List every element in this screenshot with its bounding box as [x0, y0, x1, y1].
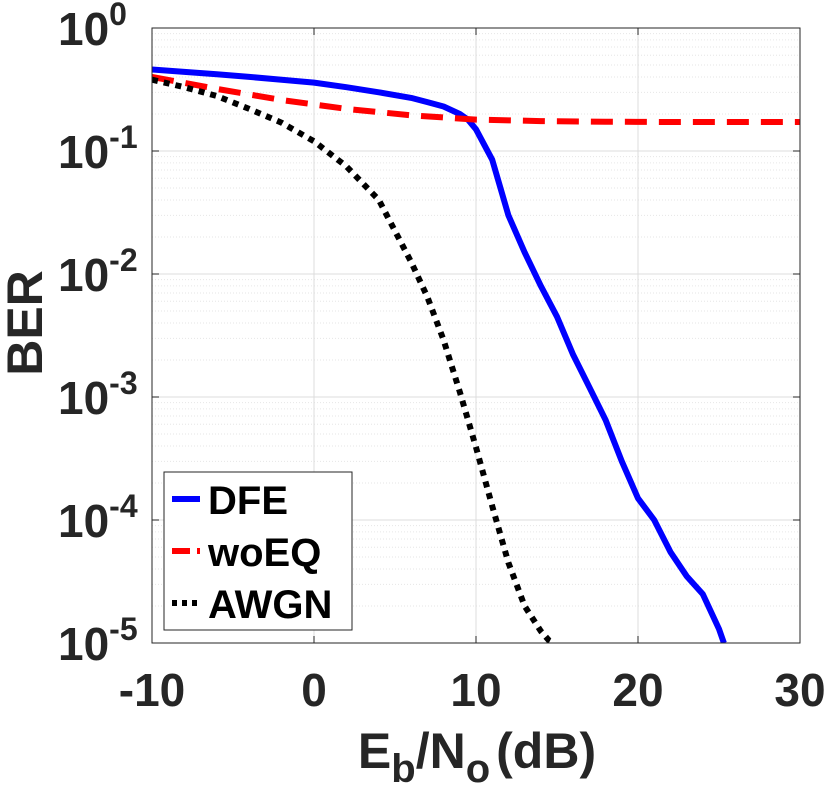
x-axis-label: Eb/No (dB) — [358, 723, 596, 791]
y-tick-label: 10-1 — [58, 119, 138, 178]
y-tick-label-exponent: -1 — [109, 119, 137, 155]
x-tick-label: 20 — [612, 664, 663, 716]
y-tick-label-exponent: 0 — [109, 0, 127, 32]
x-axis-label-sub-o: o — [466, 747, 490, 791]
y-tick-label-exponent: -3 — [109, 365, 137, 401]
y-tick-label-base: 10 — [58, 126, 109, 178]
y-tick-label: 10-5 — [58, 611, 138, 670]
x-tick-label: -10 — [119, 664, 185, 716]
y-tick-label-exponent: -2 — [109, 242, 137, 278]
y-tick-label: 100 — [58, 0, 127, 55]
legend-label-awgn: AWGN — [208, 583, 332, 627]
series-line-dfe — [152, 66, 727, 643]
x-axis-label-unit: (dB) — [496, 723, 596, 779]
axis-ticks — [151, 27, 801, 644]
x-tick-label: 30 — [774, 664, 825, 716]
y-tick-label-base: 10 — [58, 249, 109, 301]
series-line-awgn — [152, 76, 556, 643]
x-tick-labels: -10 0 10 20 30 — [119, 664, 826, 716]
y-tick-label: 10-4 — [58, 488, 138, 547]
x-axis-label-sub-b: b — [391, 747, 415, 791]
y-tick-label-exponent: -5 — [109, 611, 137, 647]
legend-label-woeq: woEQ — [207, 531, 321, 575]
x-axis-label-main: E — [358, 723, 391, 779]
x-axis-label-slash: /N — [416, 723, 466, 779]
x-tick-label: 10 — [450, 664, 501, 716]
legend-label-dfe: DFE — [208, 479, 288, 523]
y-tick-label-base: 10 — [58, 495, 109, 547]
x-tick-label: 0 — [301, 664, 327, 716]
y-tick-label: 10-2 — [58, 242, 138, 301]
y-tick-label-base: 10 — [58, 3, 109, 55]
y-tick-label-base: 10 — [58, 618, 109, 670]
y-axis-label: BER — [0, 270, 53, 376]
series-line-woeq — [152, 73, 800, 125]
y-tick-label-exponent: -4 — [109, 488, 138, 524]
series-layer — [152, 66, 800, 643]
y-tick-label-base: 10 — [58, 372, 109, 424]
legend: DFE woEQ AWGN — [163, 471, 353, 631]
y-tick-label: 10-3 — [58, 365, 138, 424]
